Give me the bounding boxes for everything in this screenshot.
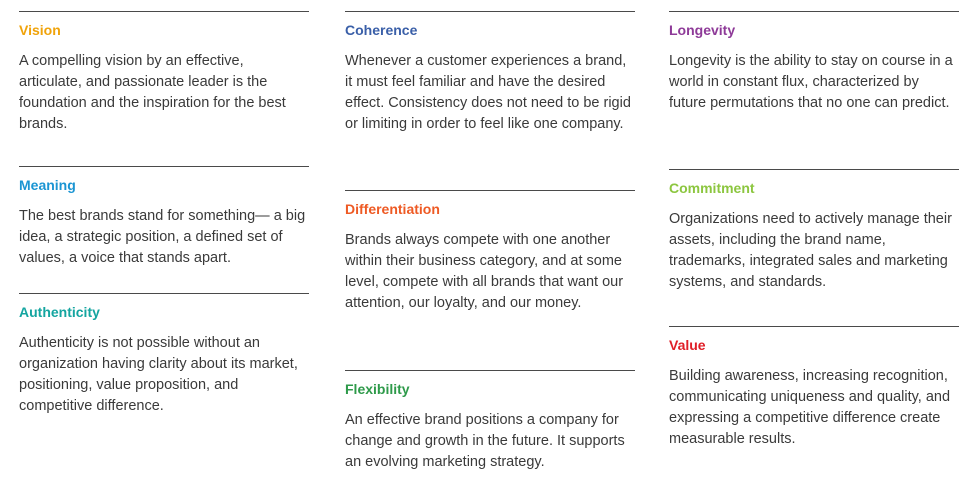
block-text-coherence: Whenever a customer experiences a brand,… (345, 53, 631, 132)
block-title-value: Value (669, 337, 706, 353)
block-title-coherence: Coherence (345, 22, 418, 38)
block-text-commitment: Organizations need to actively manage th… (669, 211, 952, 290)
block-commitment: Commitment Organizations need to activel… (669, 169, 959, 326)
block-authenticity: Authenticity Authenticity is not possibl… (19, 293, 309, 417)
block-text-vision: A compelling vision by an effective, art… (19, 53, 286, 132)
block-value: Value Building awareness, increasing rec… (669, 326, 959, 450)
block-text-value: Building awareness, increasing recogniti… (669, 368, 951, 447)
block-text-differentiation: Brands always compete with one another w… (345, 232, 624, 311)
block-title-differentiation: Differentiation (345, 201, 440, 217)
column-2: Coherence Whenever a customer experience… (345, 11, 635, 473)
block-flexibility: Flexibility An effective brand positions… (345, 370, 635, 473)
block-coherence: Coherence Whenever a customer experience… (345, 11, 635, 190)
block-title-commitment: Commitment (669, 180, 755, 196)
block-text-meaning: The best brands stand for something— a b… (19, 208, 306, 266)
block-vision: Vision A compelling vision by an effecti… (19, 11, 309, 166)
column-1: Vision A compelling vision by an effecti… (19, 11, 309, 417)
block-title-longevity: Longevity (669, 22, 736, 38)
block-title-meaning: Meaning (19, 177, 76, 193)
block-text-flexibility: An effective brand positions a company f… (345, 412, 625, 470)
block-meaning: Meaning The best brands stand for someth… (19, 166, 309, 293)
column-3: Longevity Longevity is the ability to st… (669, 11, 959, 450)
block-text-longevity: Longevity is the ability to stay on cour… (669, 53, 953, 111)
block-title-flexibility: Flexibility (345, 381, 410, 397)
block-longevity: Longevity Longevity is the ability to st… (669, 11, 959, 169)
block-text-authenticity: Authenticity is not possible without an … (19, 335, 298, 414)
block-title-authenticity: Authenticity (19, 304, 100, 320)
block-differentiation: Differentiation Brands always compete wi… (345, 190, 635, 370)
block-title-vision: Vision (19, 22, 61, 38)
